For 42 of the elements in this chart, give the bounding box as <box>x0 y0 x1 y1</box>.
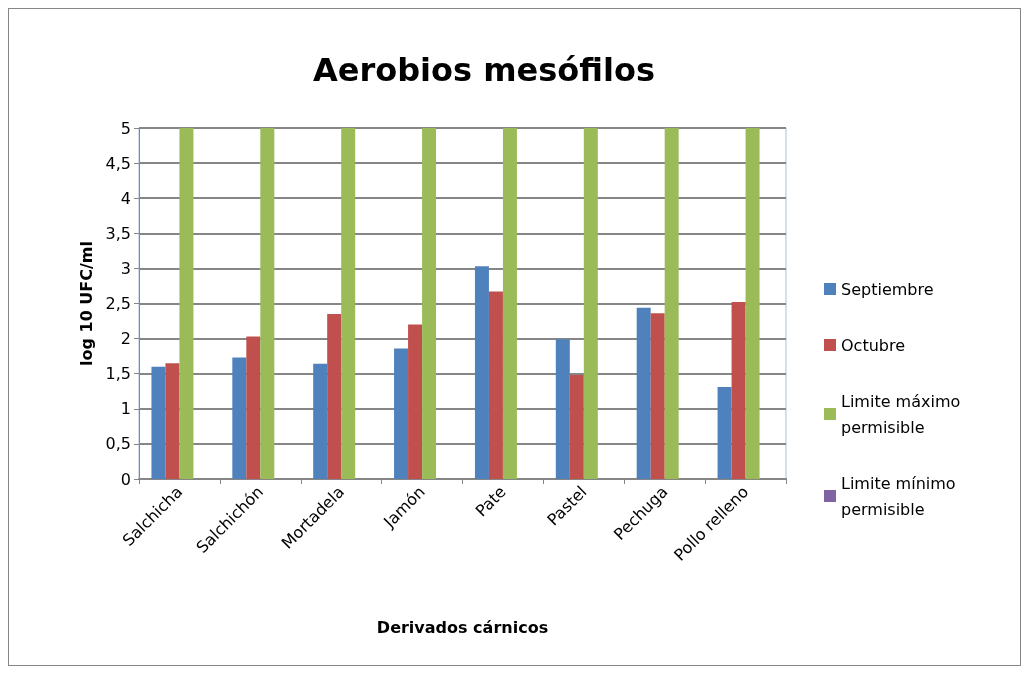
bar <box>583 128 598 479</box>
bar <box>717 387 732 479</box>
bar <box>165 363 180 479</box>
bar <box>151 366 166 479</box>
y-tick-label: 1 <box>120 399 131 419</box>
bar <box>422 128 437 479</box>
y-tick-label: 1,5 <box>105 364 131 384</box>
bar <box>474 266 489 479</box>
bar <box>745 128 760 479</box>
chart-title: Aerobios mesófilos <box>312 51 656 89</box>
bar <box>232 357 247 479</box>
bar <box>260 128 275 479</box>
y-tick-label: 2,5 <box>105 294 131 313</box>
y-tick-label: 5 <box>120 118 131 138</box>
bar <box>502 128 517 479</box>
bar <box>341 128 356 479</box>
y-tick-label: 3,5 <box>105 223 131 243</box>
bar <box>731 302 746 479</box>
bar <box>179 128 194 479</box>
bar <box>327 314 342 479</box>
bar <box>650 313 665 479</box>
legend-label: Octubre <box>841 335 906 355</box>
x-axis-title: Derivados cárnicos <box>376 617 549 637</box>
y-axis-title: log 10 UFC/ml <box>76 241 96 366</box>
bar <box>408 324 423 479</box>
bar <box>664 128 679 479</box>
bar <box>246 336 261 479</box>
y-tick-label: 0 <box>120 469 131 489</box>
y-tick-label: 3 <box>120 258 131 278</box>
legend-label: Septiembre <box>841 279 934 299</box>
bar <box>636 307 651 479</box>
y-tick-label: 2 <box>120 329 131 349</box>
y-tick-label: 0,5 <box>105 434 131 454</box>
bar <box>555 339 570 479</box>
legend-label: Limite máximo permisible <box>841 391 966 437</box>
bar <box>488 291 503 479</box>
bar <box>394 348 409 479</box>
bar <box>313 363 328 479</box>
legend-label: Limite mínimo permisible <box>841 473 961 519</box>
bar <box>569 375 584 479</box>
y-tick-label: 4,5 <box>105 153 131 173</box>
y-tick-label: 4 <box>120 188 131 208</box>
